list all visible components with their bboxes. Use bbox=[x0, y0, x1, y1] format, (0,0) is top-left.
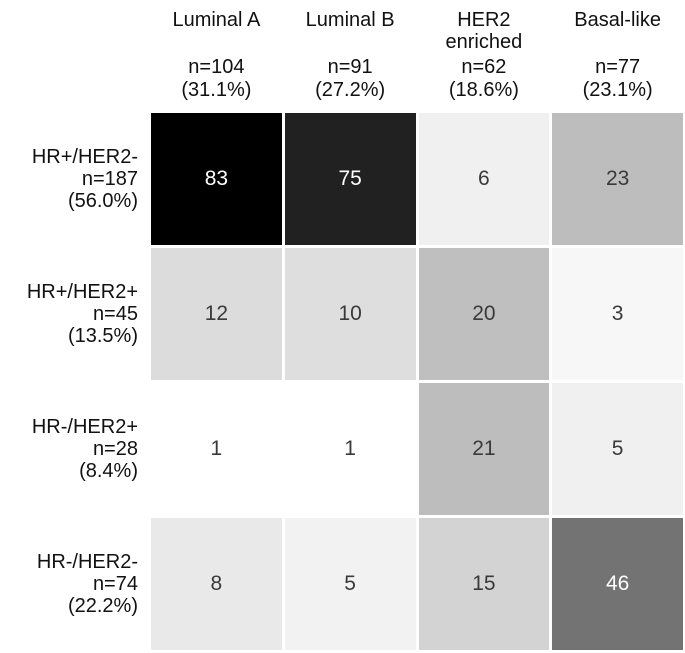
column-name: HER2 enriched bbox=[445, 9, 523, 53]
column-header-her2-enriched: HER2 enriched n=62 (18.6%) bbox=[419, 0, 550, 110]
matrix-cell-r1c3: 6 bbox=[418, 113, 550, 245]
row-label-hr-pos-her2-neg: HR+/HER2- n=187 (56.0%) bbox=[0, 113, 148, 245]
row-name: HR+/HER2+ bbox=[26, 281, 138, 303]
row-label-hr-neg-her2-neg: HR-/HER2- n=74 (22.2%) bbox=[0, 518, 148, 650]
corner-spacer bbox=[0, 0, 148, 110]
row-name: HR-/HER2+ bbox=[31, 416, 138, 438]
row-n: n=74 bbox=[92, 573, 138, 595]
column-n: n=104 bbox=[188, 56, 245, 78]
matrix-cell-r2c4: 3 bbox=[552, 248, 683, 380]
row-name: HR-/HER2- bbox=[36, 551, 138, 573]
matrix-cell-r1c4: 23 bbox=[552, 113, 683, 245]
row-pct: (56.0%) bbox=[67, 190, 138, 212]
matrix-cell-r1c1: 83 bbox=[151, 113, 282, 245]
column-n: n=77 bbox=[595, 56, 641, 78]
matrix-cell-r4c3: 15 bbox=[418, 518, 550, 650]
row-pct: (8.4%) bbox=[79, 460, 138, 482]
matrix-cell-r2c1: 12 bbox=[151, 248, 282, 380]
column-n: n=91 bbox=[327, 56, 373, 78]
matrix-cell-r4c4: 46 bbox=[552, 518, 683, 650]
column-header-basal-like: Basal-like n=77 (23.1%) bbox=[552, 0, 683, 110]
row-n: n=28 bbox=[92, 438, 138, 460]
row-n: n=45 bbox=[92, 303, 138, 325]
column-pct: (27.2%) bbox=[315, 79, 386, 101]
column-name: Luminal A bbox=[172, 9, 261, 31]
column-pct: (31.1%) bbox=[181, 79, 252, 101]
matrix-cell-r3c4: 5 bbox=[552, 383, 683, 515]
matrix-cell-r2c3: 20 bbox=[418, 248, 550, 380]
column-pct: (18.6%) bbox=[448, 79, 519, 101]
column-header-luminal-b: Luminal B n=91 (27.2%) bbox=[285, 0, 416, 110]
column-name: Basal-like bbox=[574, 9, 661, 31]
matrix-cell-r4c2: 5 bbox=[284, 518, 416, 650]
row-pct: (22.2%) bbox=[67, 595, 138, 617]
matrix-cell-r1c2: 75 bbox=[284, 113, 416, 245]
matrix-cell-r3c1: 1 bbox=[151, 383, 282, 515]
matrix-cell-r2c2: 10 bbox=[284, 248, 416, 380]
row-label-hr-neg-her2-pos: HR-/HER2+ n=28 (8.4%) bbox=[0, 383, 148, 515]
matrix-cell-r3c3: 21 bbox=[418, 383, 550, 515]
row-name: HR+/HER2- bbox=[31, 146, 138, 168]
matrix-cell-r4c1: 8 bbox=[151, 518, 282, 650]
row-n: n=187 bbox=[81, 168, 138, 190]
column-name: Luminal B bbox=[305, 9, 395, 31]
column-n: n=62 bbox=[461, 56, 507, 78]
row-pct: (13.5%) bbox=[67, 325, 138, 347]
column-pct: (23.1%) bbox=[582, 79, 653, 101]
matrix-cell-r3c2: 1 bbox=[284, 383, 416, 515]
row-label-hr-pos-her2-pos: HR+/HER2+ n=45 (13.5%) bbox=[0, 248, 148, 380]
column-header-luminal-a: Luminal A n=104 (31.1%) bbox=[151, 0, 282, 110]
